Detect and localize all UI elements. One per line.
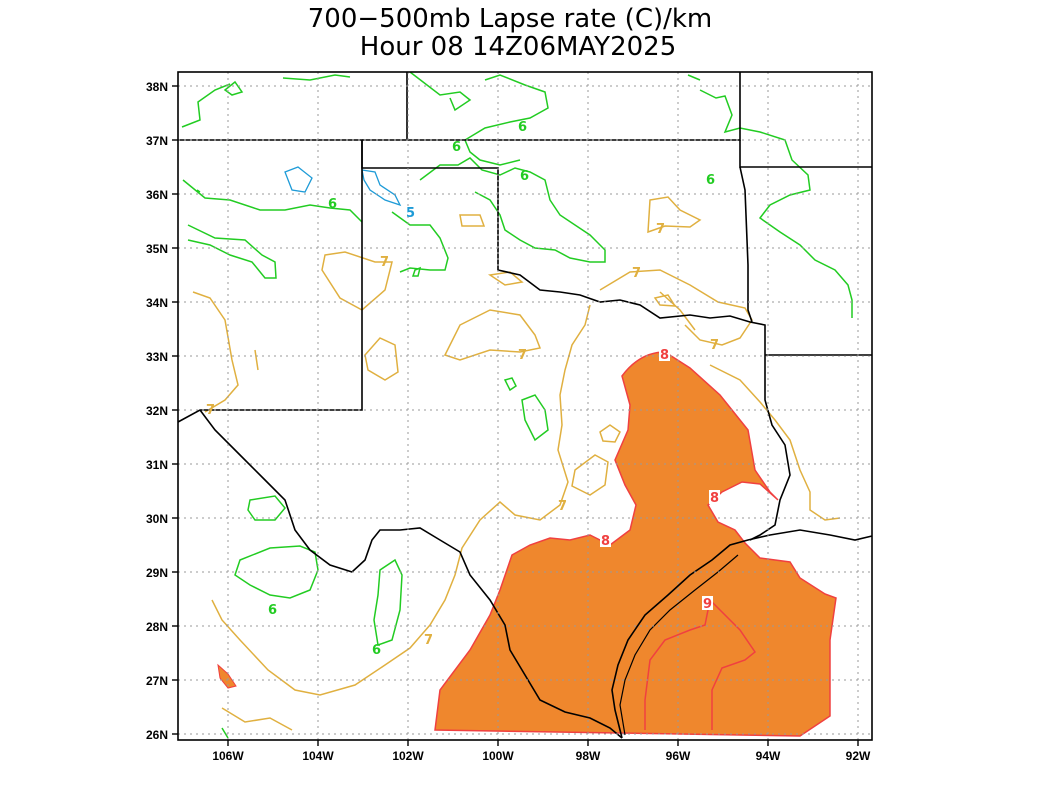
contour-label-7: 7 [710, 338, 719, 353]
rio-grande-border [199, 409, 623, 739]
lon-label: 96W [666, 749, 691, 763]
contour-label-7: 7 [558, 499, 567, 514]
lon-label: 106W [212, 749, 244, 763]
lon-label: 98W [576, 749, 601, 763]
lon-label: 92W [846, 749, 871, 763]
lat-label: 37N [146, 134, 168, 148]
lat-label: 36N [146, 188, 168, 202]
contour-label-7: 7 [632, 266, 641, 281]
contour-label-6: 6 [706, 173, 715, 188]
contour-label-7: 7 [206, 403, 215, 418]
contour-label-7: 7 [656, 222, 665, 237]
lon-label: 94W [756, 749, 781, 763]
contour-value-labels: 6 6 6 6 6 6 6 5 7 7 7 7 7 7 7 7 8 8 8 9 [206, 120, 720, 658]
contour-label-6: 6 [328, 197, 337, 212]
lat-label: 28N [146, 620, 168, 634]
lat-label: 27N [146, 674, 168, 688]
texas-barrier-islands [619, 554, 739, 736]
contour-label-8: 8 [660, 348, 669, 363]
lat-label: 31N [146, 458, 168, 472]
contour-label-6: 6 [520, 169, 529, 184]
contour-label-8: 8 [601, 534, 610, 549]
lapse-rate-5-contours [284, 166, 402, 207]
lon-label: 104W [302, 749, 334, 763]
longitude-labels: 106W 104W 102W 100W 98W 96W 94W 92W [212, 749, 871, 763]
contour-label-6: 6 [268, 603, 277, 618]
latitude-labels: 38N 37N 36N 35N 34N 33N 32N 31N 30N 29N … [146, 80, 168, 742]
contour-label-5: 5 [406, 206, 415, 221]
lat-lon-grid [178, 72, 872, 740]
contour-label-6: 6 [372, 643, 381, 658]
tick-marks [172, 85, 859, 746]
lat-label: 33N [146, 350, 168, 364]
lapse-rate-7-contours [192, 196, 841, 731]
map-title-line-1: 700−500mb Lapse rate (C)/km [308, 4, 713, 34]
map-frame [177, 71, 873, 741]
contour-label-7: 7 [424, 633, 433, 648]
contour-label-8: 8 [710, 491, 719, 506]
lat-label: 30N [146, 512, 168, 526]
lon-label: 100W [482, 749, 514, 763]
lat-label: 26N [146, 728, 168, 742]
contour-label-7: 7 [380, 255, 389, 270]
lat-label: 32N [146, 404, 168, 418]
lat-label: 29N [146, 566, 168, 580]
contour-label-6: 6 [452, 140, 461, 155]
map-title-line-2: Hour 08 14Z06MAY2025 [360, 32, 676, 62]
gulf-coastline [611, 529, 873, 739]
lat-label: 34N [146, 296, 168, 310]
contour-label-7: 7 [518, 348, 527, 363]
lapse-rate-8-fill-southwest-patch [217, 663, 237, 689]
contour-label-6: 6 [518, 120, 527, 135]
lon-label: 102W [392, 749, 424, 763]
lapse-rate-9-contour [644, 599, 757, 730]
lat-label: 35N [146, 242, 168, 256]
lat-label: 38N [146, 80, 168, 94]
contour-label-9: 9 [703, 597, 712, 612]
map-panel: 38N 37N 36N 35N 34N 33N 32N 31N 30N 29N … [146, 71, 873, 763]
